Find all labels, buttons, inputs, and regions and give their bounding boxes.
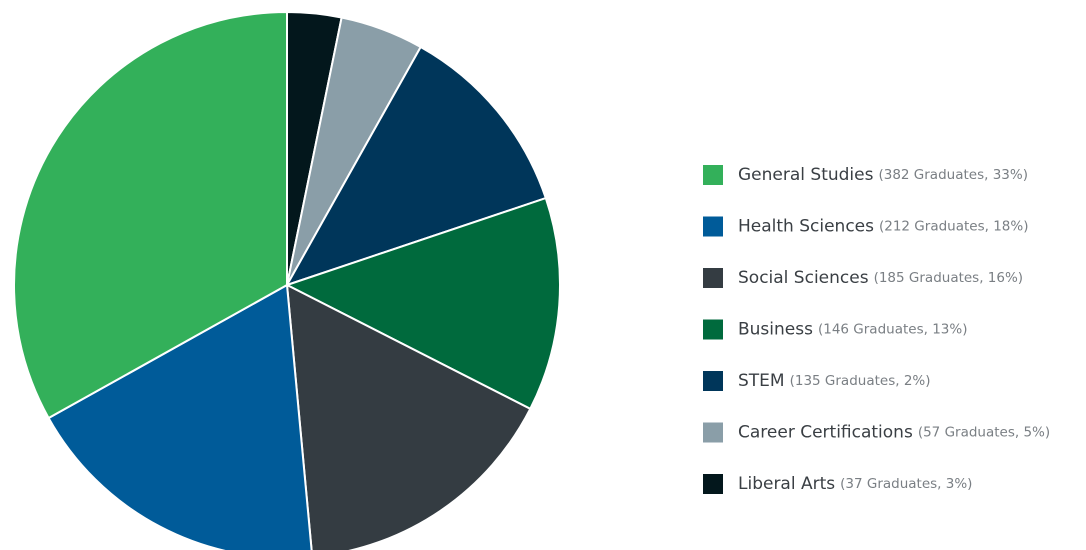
legend-label: General Studies (382 Graduates, 33%) — [738, 165, 1028, 185]
legend-name: Business — [738, 320, 813, 340]
legend-label: Health Sciences (212 Graduates, 18%) — [738, 217, 1028, 237]
legend-label: Liberal Arts (37 Graduates, 3%) — [738, 474, 972, 494]
legend-label: STEM (135 Graduates, 2%) — [738, 371, 931, 391]
legend-swatch — [703, 319, 723, 340]
legend-value: (57 Graduates, 5%) — [918, 425, 1050, 441]
legend-name: Social Sciences — [738, 268, 869, 288]
legend-swatch — [703, 216, 723, 237]
legend-name: General Studies — [738, 165, 874, 185]
legend-value: (37 Graduates, 3%) — [840, 476, 972, 492]
pie-slice — [284, 45, 548, 287]
legend-label: Career Certifications (57 Graduates, 5%) — [738, 423, 1050, 443]
legend-value: (135 Graduates, 2%) — [790, 373, 931, 389]
pie-slice — [284, 196, 561, 411]
legend-swatch — [703, 474, 723, 494]
legend-name: Career Certifications — [738, 423, 913, 443]
pie-slice — [13, 10, 288, 420]
legend-swatch — [703, 371, 723, 391]
legend-name: Health Sciences — [738, 217, 874, 237]
pie-slice — [47, 283, 313, 550]
legend-label: Social Sciences (185 Graduates, 16%) — [738, 268, 1023, 288]
legend-label: Business (146 Graduates, 13%) — [738, 320, 967, 340]
legend-swatch — [703, 268, 723, 288]
legend-swatch — [703, 422, 723, 443]
legend-value: (382 Graduates, 33%) — [878, 167, 1028, 183]
legend-value: (212 Graduates, 18%) — [879, 219, 1029, 235]
legend-value: (185 Graduates, 16%) — [874, 270, 1024, 286]
pie-slice — [285, 283, 532, 550]
legend-name: STEM — [738, 371, 785, 391]
legend-name: Liberal Arts — [738, 474, 835, 494]
legend-value: (146 Graduates, 13%) — [818, 322, 968, 338]
legend-swatch — [703, 165, 723, 185]
